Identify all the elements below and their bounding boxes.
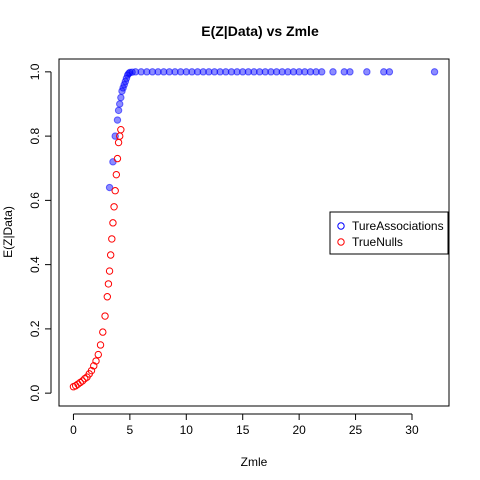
true-nulls-point [108, 235, 116, 243]
x-tick-label: 30 [405, 423, 419, 437]
x-tick-label: 5 [127, 423, 134, 437]
ture-associations-point [244, 68, 253, 76]
ture-associations-point [318, 68, 326, 76]
x-tick-label: 0 [70, 423, 77, 437]
true-nulls-point [106, 251, 115, 259]
y-tick-label: 0.2 [28, 320, 42, 337]
ture-associations-point [267, 68, 275, 76]
legend-label-true-nulls: TrueNulls [352, 235, 403, 249]
ture-associations-point [295, 68, 303, 76]
x-tick-label: 25 [349, 423, 363, 437]
ture-associations-point [182, 68, 190, 76]
ture-associations-point [143, 68, 151, 76]
ture-associations-point [148, 68, 157, 76]
ture-associations-point [193, 68, 202, 76]
ture-associations-point [199, 68, 207, 76]
true-nulls-point [92, 357, 100, 365]
y-tick-label: 0.4 [28, 256, 42, 273]
y-tick-label: 1.0 [28, 63, 42, 80]
ture-associations-point [239, 68, 247, 76]
x-tick-label: 15 [236, 423, 250, 437]
true-nulls-point [105, 267, 114, 275]
true-nulls-point [78, 377, 87, 385]
ture-associations-point [289, 68, 298, 76]
y-tick-label: 0.6 [28, 192, 42, 209]
y-tick-label: 0.8 [28, 127, 42, 144]
true-nulls-point [101, 312, 109, 320]
true-nulls-point [104, 280, 113, 288]
true-nulls-point [117, 125, 125, 134]
ture-associations-point [340, 68, 348, 76]
true-nulls-point [76, 378, 84, 387]
ture-associations-point [312, 68, 320, 76]
true-nulls-point [96, 341, 105, 349]
true-nulls-point [81, 374, 89, 383]
ture-associations-point [261, 68, 269, 76]
y-axis-label: E(Z|Data) [1, 206, 15, 258]
ture-associations-point [306, 68, 315, 76]
legend-marker-true-nulls [337, 238, 345, 246]
ture-associations-point [113, 116, 122, 124]
ture-associations-point [205, 68, 213, 76]
x-tick-label: 20 [292, 423, 306, 437]
ture-associations-point [114, 106, 123, 115]
ture-associations-point [363, 68, 371, 76]
ture-associations-point [250, 68, 258, 76]
ture-associations-point [117, 93, 125, 102]
legend-label-ture-associations: TureAssociations [352, 219, 444, 233]
ture-associations-point [380, 68, 388, 76]
true-nulls-point [94, 350, 102, 359]
ture-associations-point [329, 68, 337, 76]
true-nulls-point [87, 366, 96, 375]
x-tick-label: 10 [180, 423, 194, 437]
ture-associations-point [176, 68, 185, 76]
ture-associations-point [131, 68, 140, 76]
ture-associations-point [346, 68, 354, 76]
ture-associations-point [137, 68, 145, 76]
ture-associations-point [284, 68, 292, 76]
true-nulls-point [112, 170, 121, 179]
ture-associations-point [278, 68, 286, 76]
true-nulls-point [113, 154, 122, 163]
x-axis-label: Zmle [241, 455, 268, 469]
ture-associations-point [188, 68, 196, 76]
legend-marker-ture-associations [337, 222, 345, 230]
true-nulls-point [90, 362, 98, 370]
ture-associations-point [301, 68, 309, 76]
ture-associations-point [222, 68, 230, 76]
y-axis: 0.0 0.2 0.4 0.6 0.8 1.0 [28, 63, 52, 401]
ture-associations-point [255, 68, 264, 76]
legend: TureAssociations TrueNulls [329, 211, 449, 255]
x-axis: 0 5 10 15 20 25 30 [70, 413, 419, 437]
y-tick-label: 0.0 [28, 384, 42, 401]
true-nulls-point [111, 187, 119, 195]
ture-associations-point [272, 68, 281, 76]
ture-associations-point [116, 100, 124, 108]
ture-associations-points [105, 68, 439, 192]
true-nulls-points [69, 125, 125, 391]
ture-associations-point [385, 68, 394, 76]
chart-title: E(Z|Data) vs Zmle [201, 23, 319, 39]
ture-associations-point [109, 158, 117, 166]
ture-associations-point [105, 183, 114, 192]
legend-box [329, 211, 449, 255]
ture-associations-point [430, 68, 439, 76]
ture-associations-point [171, 68, 179, 76]
ture-associations-point [154, 68, 162, 76]
ture-associations-point [233, 68, 241, 76]
ture-associations-point [227, 68, 236, 76]
ture-associations-point [165, 68, 174, 76]
true-nulls-point [103, 293, 111, 301]
true-nulls-point [109, 219, 117, 227]
ture-associations-point [160, 68, 168, 76]
true-nulls-point [110, 203, 118, 211]
ture-associations-point [216, 68, 224, 76]
true-nulls-point [99, 328, 107, 336]
ture-associations-point [210, 68, 219, 76]
